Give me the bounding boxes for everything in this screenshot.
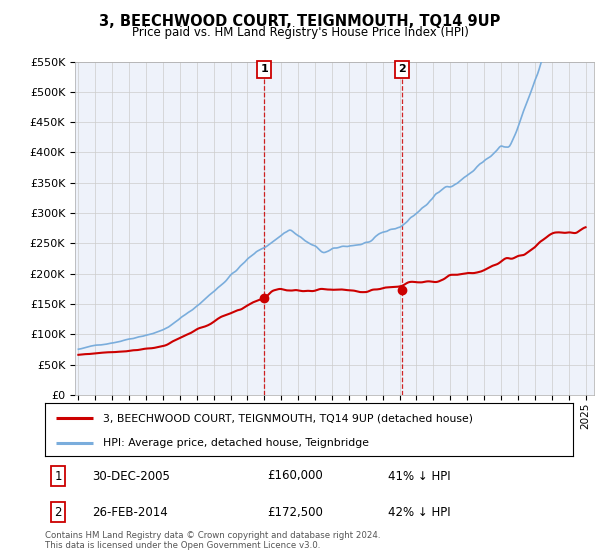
Text: 2: 2 xyxy=(55,506,62,519)
Text: 1: 1 xyxy=(55,469,62,483)
Text: 42% ↓ HPI: 42% ↓ HPI xyxy=(388,506,451,519)
Text: £160,000: £160,000 xyxy=(267,469,323,483)
Text: 2: 2 xyxy=(398,64,406,74)
Text: HPI: Average price, detached house, Teignbridge: HPI: Average price, detached house, Teig… xyxy=(103,438,369,448)
Text: 26-FEB-2014: 26-FEB-2014 xyxy=(92,506,168,519)
Text: 30-DEC-2005: 30-DEC-2005 xyxy=(92,469,170,483)
Text: Contains HM Land Registry data © Crown copyright and database right 2024.
This d: Contains HM Land Registry data © Crown c… xyxy=(45,531,380,550)
Text: £172,500: £172,500 xyxy=(267,506,323,519)
Text: 3, BEECHWOOD COURT, TEIGNMOUTH, TQ14 9UP (detached house): 3, BEECHWOOD COURT, TEIGNMOUTH, TQ14 9UP… xyxy=(103,413,473,423)
Text: Price paid vs. HM Land Registry's House Price Index (HPI): Price paid vs. HM Land Registry's House … xyxy=(131,26,469,39)
Text: 41% ↓ HPI: 41% ↓ HPI xyxy=(388,469,451,483)
Text: 3, BEECHWOOD COURT, TEIGNMOUTH, TQ14 9UP: 3, BEECHWOOD COURT, TEIGNMOUTH, TQ14 9UP xyxy=(100,14,500,29)
Text: 1: 1 xyxy=(260,64,268,74)
